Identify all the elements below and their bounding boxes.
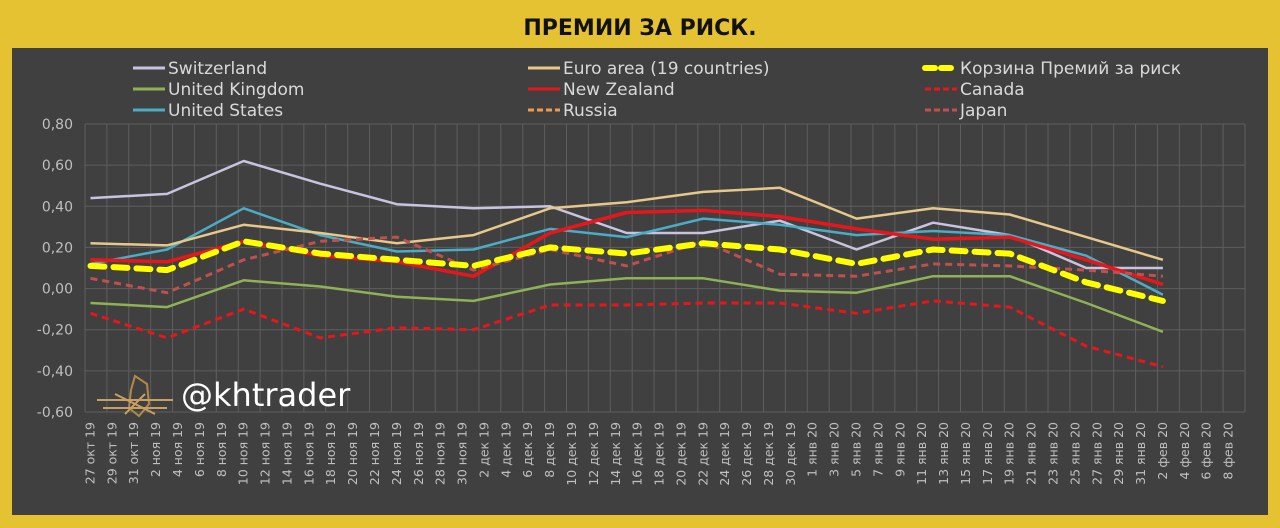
y-tick-label: 0,20 bbox=[42, 240, 73, 256]
x-tick-label: 28 дек 19 bbox=[761, 422, 776, 486]
x-tick-label: 7 янв 20 bbox=[870, 422, 885, 477]
x-tick-label: 27 янв 20 bbox=[1089, 422, 1104, 485]
y-tick-label: -0,20 bbox=[37, 323, 73, 339]
legend-label: Switzerland bbox=[168, 59, 267, 79]
watermark: @khtrader bbox=[95, 370, 350, 420]
x-tick-label: 26 ноя 19 bbox=[411, 422, 426, 485]
x-tick-label: 29 янв 20 bbox=[1111, 422, 1126, 485]
x-tick-label: 28 ноя 19 bbox=[433, 422, 448, 485]
y-tick-label: 0,00 bbox=[42, 282, 73, 298]
x-tick-label: 24 ноя 19 bbox=[389, 422, 404, 485]
x-tick-label: 31 окт 19 bbox=[126, 422, 141, 484]
x-tick-label: 14 ноя 19 bbox=[279, 422, 294, 485]
x-tick-label: 26 дек 19 bbox=[739, 422, 754, 486]
legend-label: United Kingdom bbox=[168, 80, 304, 100]
x-tick-label: 8 фев 20 bbox=[1221, 422, 1236, 480]
x-tick-label: 22 дек 19 bbox=[695, 422, 710, 486]
chart-title: ПРЕМИИ ЗА РИСК. bbox=[523, 16, 757, 41]
x-tick-label: 30 ноя 19 bbox=[455, 422, 470, 485]
x-tick-label: 12 ноя 19 bbox=[258, 422, 273, 485]
series-line-корзина-премий-за-риск bbox=[87, 238, 1166, 304]
x-tick-label: 5 янв 20 bbox=[849, 422, 864, 477]
series-line-canada bbox=[90, 299, 1164, 369]
x-tick-label: 17 янв 20 bbox=[980, 422, 995, 485]
series-line-euro-area-19-countries- bbox=[90, 186, 1164, 261]
legend-label: Корзина Премий за риск bbox=[960, 59, 1181, 79]
x-tick-label: 20 ноя 19 bbox=[345, 422, 360, 485]
x-tick-label: 12 дек 19 bbox=[586, 422, 601, 486]
x-tick-label: 21 янв 20 bbox=[1024, 422, 1039, 485]
x-tick-label: 14 дек 19 bbox=[608, 422, 623, 486]
x-tick-label: 6 ноя 19 bbox=[192, 422, 207, 477]
x-tick-label: 19 янв 20 bbox=[1002, 422, 1017, 485]
x-tick-label: 8 ноя 19 bbox=[214, 422, 229, 477]
x-tick-label: 2 дек 19 bbox=[476, 422, 491, 478]
x-tick-label: 27 окт 19 bbox=[82, 422, 97, 484]
x-tick-label: 29 окт 19 bbox=[104, 422, 119, 484]
x-tick-label: 16 ноя 19 bbox=[301, 422, 316, 485]
x-tick-label: 10 ноя 19 bbox=[236, 422, 251, 485]
series-line-united-kingdom bbox=[90, 274, 1164, 333]
legend-label: Russia bbox=[563, 101, 618, 121]
x-tick-label: 20 дек 19 bbox=[673, 422, 688, 486]
x-tick-label: 2 ноя 19 bbox=[148, 422, 163, 477]
legend-label: United States bbox=[168, 101, 283, 121]
legend-label: Euro area (19 countries) bbox=[563, 59, 770, 79]
x-tick-label: 2 фев 20 bbox=[1155, 422, 1170, 480]
y-tick-label: 0,40 bbox=[42, 199, 73, 215]
series-line-united-states bbox=[90, 207, 1164, 296]
x-tick-label: 13 янв 20 bbox=[936, 422, 951, 485]
x-tick-label: 4 дек 19 bbox=[498, 422, 513, 478]
x-tick-label: 3 янв 20 bbox=[827, 422, 842, 477]
x-tick-label: 11 янв 20 bbox=[914, 422, 929, 485]
x-tick-label: 24 дек 19 bbox=[717, 422, 732, 486]
x-tick-label: 6 дек 19 bbox=[520, 422, 535, 478]
x-tick-label: 6 фев 20 bbox=[1199, 422, 1214, 480]
y-tick-label: 0,60 bbox=[42, 158, 73, 174]
x-tick-label: 4 фев 20 bbox=[1177, 422, 1192, 480]
x-tick-label: 23 янв 20 bbox=[1045, 422, 1060, 485]
logo-icon bbox=[97, 374, 173, 418]
x-tick-label: 25 янв 20 bbox=[1067, 422, 1082, 485]
chart-panel bbox=[12, 48, 1268, 515]
x-tick-label: 16 дек 19 bbox=[630, 422, 645, 486]
legend-label: Canada bbox=[960, 80, 1025, 100]
x-tick-label: 18 дек 19 bbox=[652, 422, 667, 486]
series-line-switzerland bbox=[90, 159, 1163, 270]
y-tick-label: -0,60 bbox=[37, 405, 73, 421]
legend-label: New Zealand bbox=[563, 80, 675, 100]
x-tick-label: 4 ноя 19 bbox=[170, 422, 185, 477]
x-tick-label: 31 янв 20 bbox=[1133, 422, 1148, 485]
series-line-japan bbox=[90, 235, 1164, 295]
x-tick-label: 1 янв 20 bbox=[805, 422, 820, 477]
y-tick-label: 0,80 bbox=[42, 117, 73, 133]
x-tick-label: 30 дек 19 bbox=[783, 422, 798, 486]
legend-label: Japan bbox=[959, 101, 1007, 121]
x-tick-label: 8 дек 19 bbox=[542, 422, 557, 478]
x-tick-label: 22 ноя 19 bbox=[367, 422, 382, 485]
x-tick-label: 15 янв 20 bbox=[958, 422, 973, 485]
y-tick-label: -0,40 bbox=[37, 364, 73, 380]
watermark-text: @khtrader bbox=[181, 376, 351, 414]
x-tick-label: 9 янв 20 bbox=[892, 422, 907, 477]
x-tick-label: 10 дек 19 bbox=[564, 422, 579, 486]
x-tick-label: 18 ноя 19 bbox=[323, 422, 338, 485]
